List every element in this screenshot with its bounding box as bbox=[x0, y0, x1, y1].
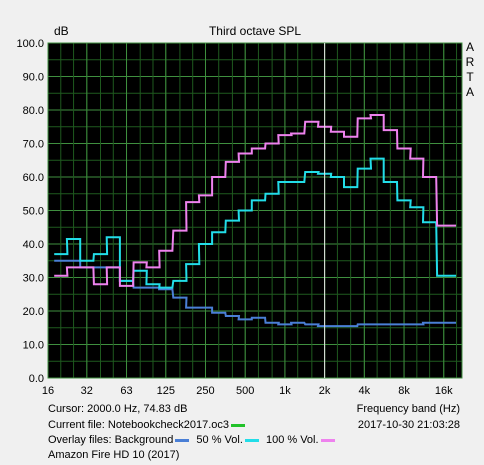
y-tick-label: 70.0 bbox=[23, 139, 44, 151]
frequency-band-label: Frequency band (Hz) bbox=[356, 403, 460, 415]
current-file-label: Current file: Notebookcheck2017.oc3 bbox=[48, 419, 249, 431]
y-tick-label: 0.0 bbox=[29, 373, 44, 385]
y-tick-label: 90.0 bbox=[23, 72, 44, 84]
arta-letter: A bbox=[466, 40, 474, 54]
y-tick-label: 100.0 bbox=[16, 38, 44, 50]
x-tick-label: 2k bbox=[319, 385, 331, 397]
y-tick-label: 10.0 bbox=[23, 340, 44, 352]
x-tick-label: 16 bbox=[42, 385, 54, 397]
background-swatch bbox=[175, 438, 190, 442]
x-tick-label: 63 bbox=[120, 385, 132, 397]
vol50-swatch bbox=[244, 438, 259, 442]
cursor-readout: Cursor: 2000.0 Hz, 74.83 dB bbox=[48, 403, 188, 415]
x-tick-label: 125 bbox=[157, 385, 175, 397]
series-lines bbox=[54, 114, 456, 328]
y-tick-label: 80.0 bbox=[23, 105, 44, 117]
x-tick-label: 500 bbox=[236, 385, 254, 397]
x-tick-label: 250 bbox=[196, 385, 214, 397]
x-tick-label: 1k bbox=[279, 385, 291, 397]
x-tick-label: 32 bbox=[81, 385, 93, 397]
current-file-text: Current file: Notebookcheck2017.oc3 bbox=[48, 419, 229, 431]
series-line-2 bbox=[54, 114, 456, 287]
arta-letter: T bbox=[466, 70, 474, 84]
y-tick-label: 40.0 bbox=[23, 239, 44, 251]
device-name: Amazon Fire HD 10 (2017) bbox=[48, 449, 180, 461]
overlay-100-label: 100 % Vol. bbox=[265, 434, 319, 446]
overlay-background-label: Overlay files: Background bbox=[48, 434, 174, 446]
axis-tick-labels: 0.0 10.0 20.0 30.0 40.0 50.0 60.0 70.0 80.0 90.0 1… bbox=[16, 38, 453, 397]
x-tick-label: 4k bbox=[359, 385, 371, 397]
current-file-swatch bbox=[231, 423, 245, 427]
y-tick-label: 60.0 bbox=[23, 172, 44, 184]
plot-border bbox=[47, 42, 463, 379]
overlay-50-label: 50 % Vol. bbox=[196, 434, 243, 446]
chart-title: Third octave SPL bbox=[209, 24, 301, 38]
timestamp: 2017-10-30 21:03:28 bbox=[357, 419, 460, 431]
x-tick-label: 8k bbox=[398, 385, 410, 397]
grid-lines bbox=[47, 42, 463, 379]
series-line-1 bbox=[54, 157, 456, 289]
y-tick-label: 30.0 bbox=[23, 273, 44, 285]
x-tick-label: 16k bbox=[435, 385, 453, 397]
vol100-swatch bbox=[320, 438, 335, 442]
overlay-files-legend: Overlay files: Background 50 % Vol. 100 … bbox=[48, 434, 339, 446]
y-tick-label: 20.0 bbox=[23, 306, 44, 318]
arta-letter: R bbox=[466, 55, 475, 69]
arta-letter: A bbox=[466, 85, 474, 99]
y-tick-label: 50.0 bbox=[23, 206, 44, 218]
y-axis-label: dB bbox=[54, 24, 69, 38]
